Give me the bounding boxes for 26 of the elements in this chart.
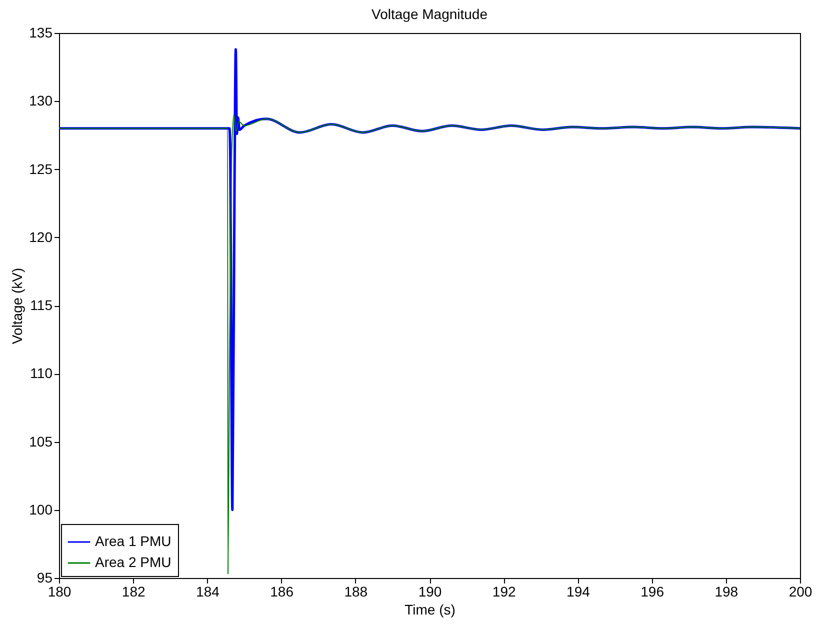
y-tick-label: 120	[29, 228, 53, 245]
x-tick-label: 186	[270, 584, 294, 600]
y-tick-label: 125	[29, 160, 53, 177]
y-tick-label: 130	[29, 92, 53, 109]
y-tick-label: 105	[29, 433, 53, 450]
x-tick-label: 188	[344, 584, 368, 600]
y-tick-label: 110	[30, 365, 53, 382]
line-series	[59, 114, 800, 574]
y-axis-title: Voltage (kV)	[9, 268, 26, 344]
x-tick-label: 200	[788, 584, 812, 600]
x-tick-label: 192	[492, 584, 516, 600]
legend-label: Area 2 PMU	[95, 554, 172, 570]
x-tick-label: 196	[640, 584, 664, 600]
x-axis-title: Time (s)	[404, 602, 456, 618]
legend-label: Area 1 PMU	[95, 533, 172, 549]
y-tick-label: 100	[29, 501, 53, 518]
x-tick-label: 184	[196, 584, 220, 600]
y-tick-label: 135	[29, 24, 53, 40]
y-tick-label: 115	[30, 297, 53, 313]
x-tick-label: 194	[566, 584, 590, 600]
y-tick-label: 95	[36, 570, 53, 586]
x-tick-label: 190	[418, 584, 442, 600]
chart-title: Voltage Magnitude	[372, 6, 488, 22]
x-tick-label: 182	[122, 584, 146, 600]
x-tick-label: 198	[714, 584, 738, 600]
x-tick-label: 180	[48, 584, 72, 600]
